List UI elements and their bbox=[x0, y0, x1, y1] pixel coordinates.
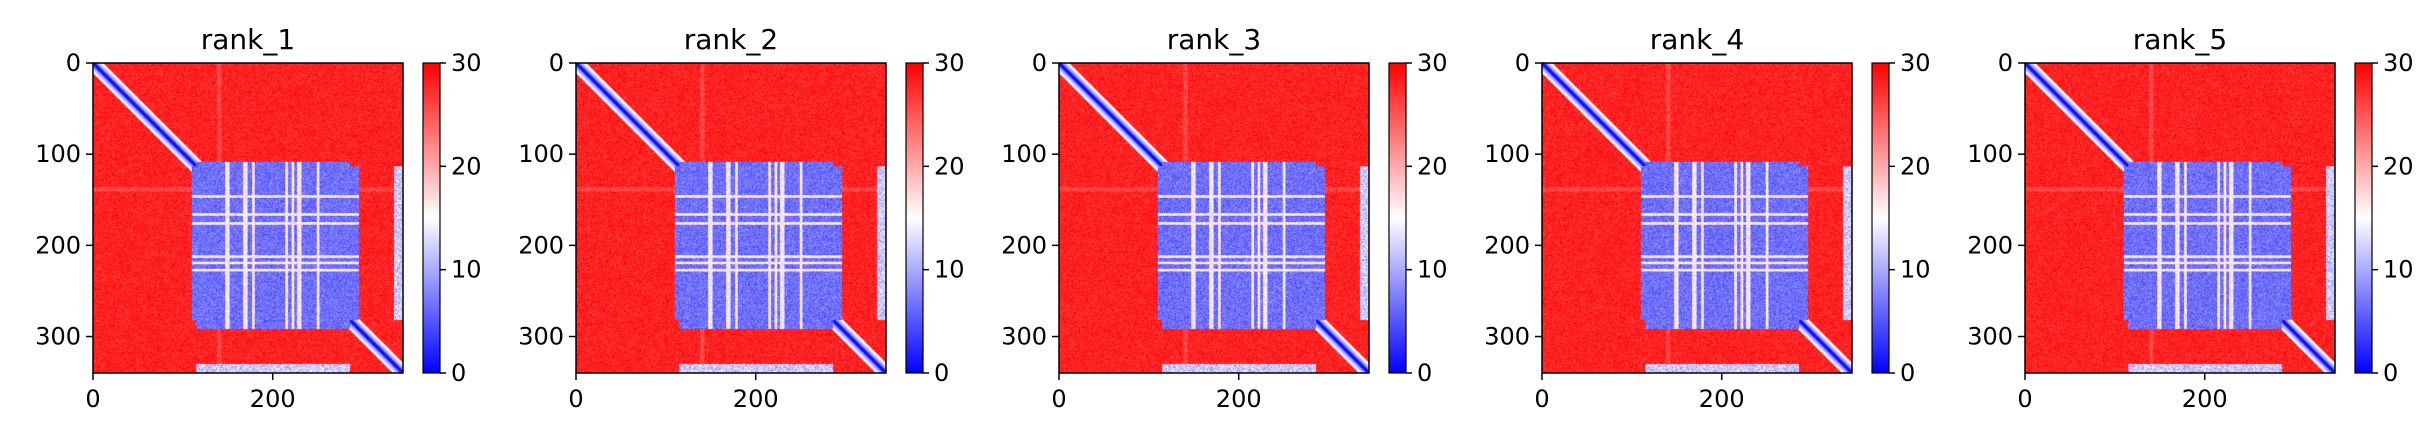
colorbar-tick-label: 20 bbox=[934, 152, 965, 180]
panel-rank_2: rank_2 0 200 0 100 200 300 0 10 20 30 bbox=[518, 23, 964, 413]
y-tick-label: 100 bbox=[1001, 140, 1047, 168]
y-tick-label: 200 bbox=[1484, 231, 1530, 259]
colorbar bbox=[905, 62, 924, 374]
colorbar-tick-label: 0 bbox=[1900, 359, 1915, 387]
colorbar bbox=[2354, 62, 2373, 374]
colorbar bbox=[1871, 62, 1890, 374]
colorbar-tick-label: 30 bbox=[451, 49, 482, 77]
x-tick-label: 200 bbox=[1699, 385, 1745, 413]
panel-rank_3: rank_3 0 200 0 100 200 300 0 10 20 30 bbox=[1001, 23, 1447, 413]
panel-rank_1: rank_1 0 200 0 100 200 300 0 10 20 30 bbox=[35, 23, 481, 413]
plot-frame bbox=[2024, 62, 2336, 374]
colorbar bbox=[1388, 62, 1407, 374]
panel-title: rank_3 bbox=[1167, 23, 1261, 56]
x-tick-label: 200 bbox=[733, 385, 779, 413]
x-tick-label: 0 bbox=[2017, 385, 2032, 413]
panel-title: rank_1 bbox=[201, 23, 295, 56]
x-tick-label: 200 bbox=[1216, 385, 1262, 413]
colorbar-tick-label: 0 bbox=[2383, 359, 2398, 387]
colorbar-tick-label: 30 bbox=[1417, 49, 1448, 77]
x-tick-label: 0 bbox=[568, 385, 583, 413]
plot-frame bbox=[92, 62, 404, 374]
colorbar bbox=[422, 62, 441, 374]
colorbar-tick-label: 0 bbox=[1417, 359, 1432, 387]
plot-frame bbox=[1541, 62, 1853, 374]
colorbar-tick-label: 20 bbox=[1900, 152, 1931, 180]
y-tick-label: 0 bbox=[549, 49, 564, 77]
y-tick-label: 300 bbox=[35, 323, 81, 351]
colorbar-tick-label: 20 bbox=[2383, 152, 2414, 180]
colorbar-tick-label: 10 bbox=[451, 256, 482, 284]
panel-title: rank_2 bbox=[684, 23, 778, 56]
panel-title: rank_5 bbox=[2133, 23, 2227, 56]
y-tick-label: 200 bbox=[35, 231, 81, 259]
x-tick-label: 0 bbox=[85, 385, 100, 413]
y-tick-label: 0 bbox=[66, 49, 81, 77]
colorbar-tick-label: 30 bbox=[2383, 49, 2414, 77]
heatmap-image bbox=[2025, 63, 2335, 373]
y-tick-label: 0 bbox=[1032, 49, 1047, 77]
panel-rank_4: rank_4 0 200 0 100 200 300 0 10 20 30 bbox=[1484, 23, 1930, 413]
colorbar-tick-label: 10 bbox=[2383, 256, 2414, 284]
heatmap-image bbox=[93, 63, 403, 373]
y-tick-label: 200 bbox=[1967, 231, 2013, 259]
panel-rank_5: rank_5 0 200 0 100 200 300 0 10 20 30 bbox=[1967, 23, 2413, 413]
colorbar-tick-label: 20 bbox=[1417, 152, 1448, 180]
colorbar-tick-label: 10 bbox=[1900, 256, 1931, 284]
plot-frame bbox=[575, 62, 887, 374]
plot-frame bbox=[1058, 62, 1370, 374]
y-tick-label: 300 bbox=[518, 323, 564, 351]
y-tick-label: 300 bbox=[1967, 323, 2013, 351]
x-tick-label: 200 bbox=[250, 385, 296, 413]
y-tick-label: 200 bbox=[518, 231, 564, 259]
y-tick-label: 100 bbox=[1484, 140, 1530, 168]
colorbar-tick-label: 30 bbox=[1900, 49, 1931, 77]
y-tick-label: 100 bbox=[35, 140, 81, 168]
heatmap-image bbox=[1542, 63, 1852, 373]
colorbar-tick-label: 0 bbox=[934, 359, 949, 387]
y-tick-label: 0 bbox=[1515, 49, 1530, 77]
colorbar-tick-label: 10 bbox=[934, 256, 965, 284]
colorbar-tick-label: 20 bbox=[451, 152, 482, 180]
y-tick-label: 300 bbox=[1484, 323, 1530, 351]
x-tick-label: 0 bbox=[1534, 385, 1549, 413]
colorbar-tick-label: 10 bbox=[1417, 256, 1448, 284]
y-tick-label: 0 bbox=[1998, 49, 2013, 77]
panel-title: rank_4 bbox=[1650, 23, 1744, 56]
heatmap-image bbox=[576, 63, 886, 373]
y-tick-label: 100 bbox=[518, 140, 564, 168]
heatmap-image bbox=[1059, 63, 1369, 373]
colorbar-tick-label: 30 bbox=[934, 49, 965, 77]
x-tick-label: 0 bbox=[1051, 385, 1066, 413]
y-tick-label: 300 bbox=[1001, 323, 1047, 351]
y-tick-label: 200 bbox=[1001, 231, 1047, 259]
y-tick-label: 100 bbox=[1967, 140, 2013, 168]
colorbar-tick-label: 0 bbox=[451, 359, 466, 387]
x-tick-label: 200 bbox=[2182, 385, 2228, 413]
